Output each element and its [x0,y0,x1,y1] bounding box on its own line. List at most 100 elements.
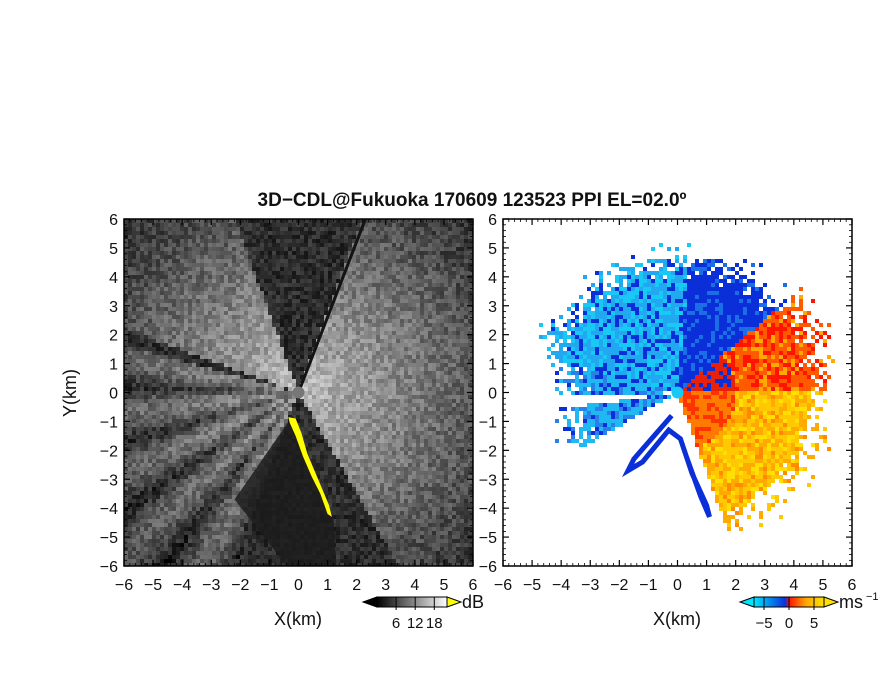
intensity-cell [412,291,416,295]
intensity-cell [464,299,468,303]
intensity-cell [336,267,340,271]
intensity-cell [180,259,184,263]
intensity-cell [252,411,256,415]
intensity-cell [412,395,416,399]
intensity-cell [280,399,284,403]
intensity-cell [356,443,360,447]
intensity-cell [260,347,264,351]
intensity-cell [276,347,280,351]
intensity-cell [364,419,368,423]
intensity-cell [404,323,408,327]
intensity-cell [424,367,428,371]
intensity-cell [376,435,380,439]
intensity-cell [312,379,316,383]
intensity-cell [264,395,268,399]
intensity-cell [220,235,224,239]
intensity-cell [448,295,452,299]
intensity-cell [240,411,244,415]
intensity-cell [384,407,388,411]
intensity-cell [344,299,348,303]
intensity-cell [376,307,380,311]
intensity-cell [448,359,452,363]
intensity-cell [152,227,156,231]
intensity-cell [200,275,204,279]
intensity-cell [144,279,148,283]
intensity-cell [256,391,260,395]
intensity-cell [224,255,228,259]
intensity-cell [132,287,136,291]
intensity-cell [412,351,416,355]
intensity-cell [272,355,276,359]
intensity-cell [196,415,200,419]
intensity-cell [336,379,340,383]
intensity-cell [280,375,284,379]
intensity-cell [168,391,172,395]
intensity-cell [360,299,364,303]
intensity-cell [260,411,264,415]
intensity-cell [380,231,384,235]
intensity-cell [244,347,248,351]
intensity-cell [220,275,224,279]
intensity-cell [196,227,200,231]
intensity-cell [428,311,432,315]
intensity-cell [436,363,440,367]
intensity-cell [428,335,432,339]
intensity-cell [256,331,260,335]
intensity-cell [416,439,420,443]
intensity-cell [396,379,400,383]
intensity-cell [328,431,332,435]
intensity-cell [268,247,272,251]
intensity-cell [468,279,472,283]
intensity-cell [324,219,328,223]
intensity-cell [420,327,424,331]
intensity-cell [380,219,384,223]
intensity-cell [356,279,360,283]
intensity-cell [196,371,200,375]
intensity-cell [352,287,356,291]
intensity-cell [364,255,368,259]
intensity-cell [128,291,132,295]
intensity-cell [452,431,456,435]
intensity-cell [284,303,288,307]
intensity-cell [136,375,140,379]
intensity-cell [468,219,472,223]
intensity-cell [340,259,344,263]
intensity-cell [184,347,188,351]
intensity-cell [132,375,136,379]
intensity-cell [284,399,288,403]
intensity-cell [180,355,184,359]
intensity-cell [208,227,212,231]
intensity-cell [368,231,372,235]
intensity-cell [424,379,428,383]
intensity-cell [356,259,360,263]
intensity-cell [252,283,256,287]
intensity-cell [160,375,164,379]
intensity-cell [372,359,376,363]
intensity-cell [248,335,252,339]
intensity-cell [388,327,392,331]
intensity-cell [136,439,140,443]
intensity-cell [300,367,304,371]
intensity-cell [424,427,428,431]
intensity-cell [200,231,204,235]
intensity-cell [244,431,248,435]
intensity-cell [160,247,164,251]
intensity-cell [172,319,176,323]
intensity-cell [344,351,348,355]
intensity-cell [232,235,236,239]
intensity-cell [292,375,296,379]
intensity-cell [448,391,452,395]
intensity-cell [284,259,288,263]
intensity-cell [408,383,412,387]
intensity-cell [340,443,344,447]
intensity-cell [136,367,140,371]
intensity-cell [180,395,184,399]
intensity-cell [404,347,408,351]
intensity-cell [464,275,468,279]
intensity-cell [400,363,404,367]
intensity-cell [292,359,296,363]
intensity-cell [228,419,232,423]
intensity-cell [456,347,460,351]
intensity-cell [188,227,192,231]
intensity-cell [384,435,388,439]
